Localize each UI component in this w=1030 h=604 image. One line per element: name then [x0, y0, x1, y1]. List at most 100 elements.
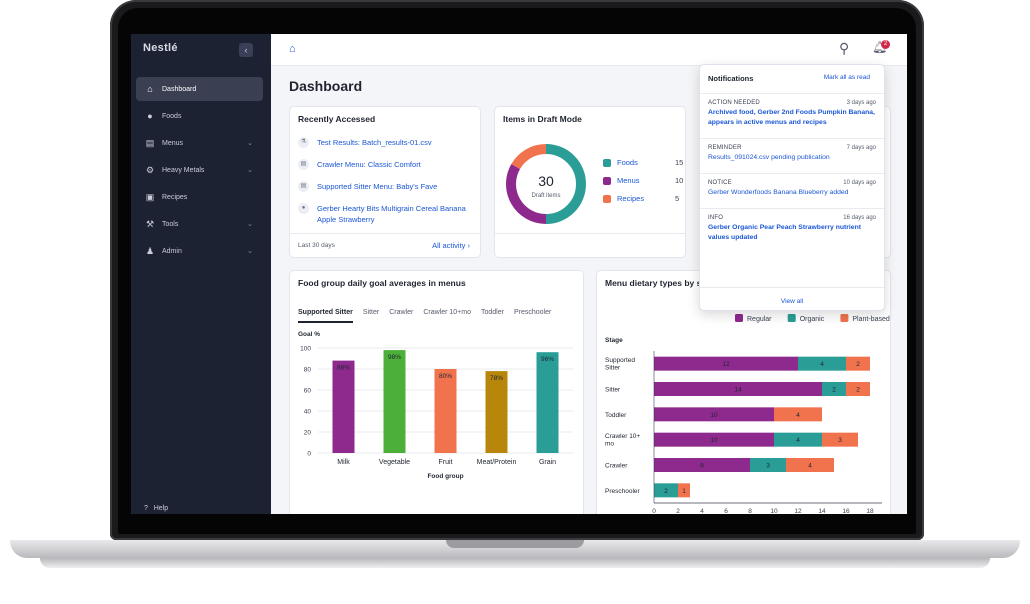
legend-swatch	[735, 314, 743, 322]
bar-segment-regular[interactable]	[654, 382, 822, 396]
collapse-sidebar-button[interactable]: ‹	[239, 43, 253, 57]
bar-segment-plant-based[interactable]	[774, 407, 822, 422]
chevron-right-icon: ›	[467, 241, 471, 250]
notifications-title: Notifications	[708, 74, 754, 83]
recent-item-label: Test Results: Batch_results-01.csv	[317, 138, 432, 147]
tab-sitter[interactable]: Sitter	[362, 309, 380, 316]
bar-segment-plant-based[interactable]	[846, 356, 870, 371]
notification-type: INFO	[708, 215, 724, 221]
donut-slice-menus	[506, 164, 547, 224]
x-tick-label: 0	[652, 508, 656, 514]
draft-legend-item[interactable]: Menus 10	[603, 176, 683, 185]
bar-segment-label: 8	[700, 463, 704, 470]
notification-item[interactable]: INFO 16 days ago Gerber Organic Pear Peach…	[700, 208, 884, 253]
bar-segment-organic[interactable]	[798, 356, 846, 371]
x-tick-label: Vegetable	[379, 459, 410, 466]
tab-toddler[interactable]: Toddler	[480, 309, 504, 316]
notification-type: ACTION NEEDED	[708, 100, 760, 106]
bar-segment-regular[interactable]	[654, 458, 750, 472]
x-tick-label: 14	[818, 508, 826, 514]
bar-segment-organic[interactable]	[822, 382, 846, 396]
app-screen: Nestlé ‹ ⌂ Dashboard ● Foods ▤ Menus ⌄ ⚙ Heavy M…	[131, 34, 907, 514]
recent-item[interactable]: ▤ Crawler Menu: Classic Comfort	[298, 159, 468, 170]
draft-mode-card: Items in Draft Mode 30 Draft items Foods…	[494, 106, 686, 258]
bar-fruit[interactable]	[434, 369, 457, 453]
bar-vegetable[interactable]	[383, 350, 406, 453]
sidebar-item-label: Tools	[162, 220, 179, 228]
tab-preschooler[interactable]: Preschooler	[513, 309, 552, 316]
help-label: Help	[153, 505, 169, 512]
draft-legend-item[interactable]: Foods 15	[603, 158, 683, 167]
bar-segment-plant-based[interactable]	[846, 382, 870, 396]
recent-item-label: Supported Sitter Menu: Baby's Fave	[317, 182, 438, 191]
bar-grain[interactable]	[536, 352, 559, 453]
tab-crawler-10-mo[interactable]: Crawler 10+mo	[423, 309, 471, 316]
recent-item[interactable]: ● Gerber Hearty Bits Multigrain Cereal Ba…	[298, 203, 468, 225]
all-activity-link[interactable]: All activity ›	[432, 241, 470, 250]
home-icon[interactable]: ⌂	[289, 43, 296, 55]
chevron-down-icon: ⌄	[247, 248, 253, 255]
notification-badge: 2	[881, 40, 890, 49]
notification-message[interactable]: Gerber Wonderfoods Banana Blueberry adde…	[708, 189, 849, 196]
notification-time: 3 days ago	[846, 100, 876, 106]
bar-segment-regular[interactable]	[654, 407, 774, 422]
card-footer	[495, 233, 685, 257]
notification-type: NOTICE	[708, 180, 732, 186]
tab-crawler[interactable]: Crawler	[389, 309, 414, 316]
bar-segment-regular[interactable]	[654, 432, 774, 447]
bar-segment-label: 4	[796, 437, 800, 444]
book-icon: ▤	[298, 159, 309, 170]
sidebar-item-heavy-metals[interactable]: ⚙ Heavy Metals ⌄	[136, 158, 263, 182]
bar-segment-plant-based[interactable]	[678, 483, 690, 498]
bar-segment-organic[interactable]	[654, 483, 678, 498]
notification-message[interactable]: Results_091024.csv pending publication	[708, 154, 830, 161]
help-link[interactable]: ? Help	[144, 505, 168, 512]
bar-data-label: 96%	[541, 356, 554, 363]
sidebar-item-menus[interactable]: ▤ Menus ⌄	[136, 131, 263, 155]
y-tick-label: 0	[307, 451, 311, 458]
bar-segment-regular[interactable]	[654, 356, 798, 371]
stage-tabs: Supported Sitter Sitter Crawler Crawler 10+…	[298, 309, 561, 323]
recent-item[interactable]: ⚗ Test Results: Batch_results-01.csv	[298, 137, 468, 148]
bar-segment-plant-based[interactable]	[786, 458, 834, 472]
y-tick-label: 60	[304, 388, 312, 395]
bar-segment-plant-based[interactable]	[822, 432, 858, 447]
tab-supported-sitter[interactable]: Supported Sitter	[298, 309, 353, 323]
view-all-link[interactable]: View all	[700, 287, 884, 312]
bar-meat-protein[interactable]	[485, 371, 508, 453]
sidebar-item-dashboard[interactable]: ⌂ Dashboard	[136, 77, 263, 101]
x-tick-label: Milk	[337, 459, 350, 466]
notification-item[interactable]: REMINDER 7 days ago Results_091024.csv pen…	[700, 138, 884, 173]
mark-all-read-link[interactable]: Mark all as read	[823, 74, 870, 81]
bar-segment-label: 4	[820, 361, 824, 368]
legend-swatch	[603, 158, 611, 167]
notification-item[interactable]: NOTICE 10 days ago Gerber Wonderfoods Bana…	[700, 173, 884, 208]
legend-label: Recipes	[617, 194, 645, 203]
sidebar-item-recipes[interactable]: ▣ Recipes	[136, 185, 263, 209]
x-tick-label: 2	[676, 508, 680, 514]
notification-message[interactable]: Archived food, Gerber 2nd Foods Pumpkin …	[708, 109, 875, 126]
bar-segment-organic[interactable]	[750, 458, 786, 472]
help-icon: ?	[144, 505, 148, 512]
sidebar-item-label: Heavy Metals	[162, 166, 205, 174]
notification-time: 10 days ago	[843, 180, 876, 186]
sidebar-item-admin[interactable]: ♟ Admin ⌄	[136, 239, 263, 263]
notification-item[interactable]: ACTION NEEDED 3 days ago Archived food, Ge…	[700, 93, 884, 138]
card-title: Menu dietary types by stage	[605, 278, 719, 288]
draft-legend-item[interactable]: Recipes 5	[603, 194, 679, 203]
search-icon[interactable]: ⚲	[839, 40, 850, 56]
bar-segment-organic[interactable]	[774, 432, 822, 447]
notification-message[interactable]: Gerber Organic Pear Peach Strawberry nut…	[708, 224, 861, 241]
bar-milk[interactable]	[332, 360, 355, 453]
sidebar: Nestlé ‹ ⌂ Dashboard ● Foods ▤ Menus ⌄ ⚙ Heavy M…	[131, 34, 271, 514]
chevron-down-icon: ⌄	[247, 221, 253, 228]
recent-item[interactable]: ▤ Supported Sitter Menu: Baby's Fave	[298, 181, 468, 192]
legend-label: Menus	[617, 176, 640, 185]
bar-segment-label: 10	[710, 437, 718, 444]
sidebar-item-foods[interactable]: ● Foods	[136, 104, 263, 128]
y-tick-label: 80	[304, 367, 312, 374]
sidebar-item-tools[interactable]: ⚒ Tools ⌄	[136, 212, 263, 236]
y-axis-label: Goal %	[298, 331, 320, 338]
x-tick-label: Meat/Protein	[477, 459, 517, 466]
